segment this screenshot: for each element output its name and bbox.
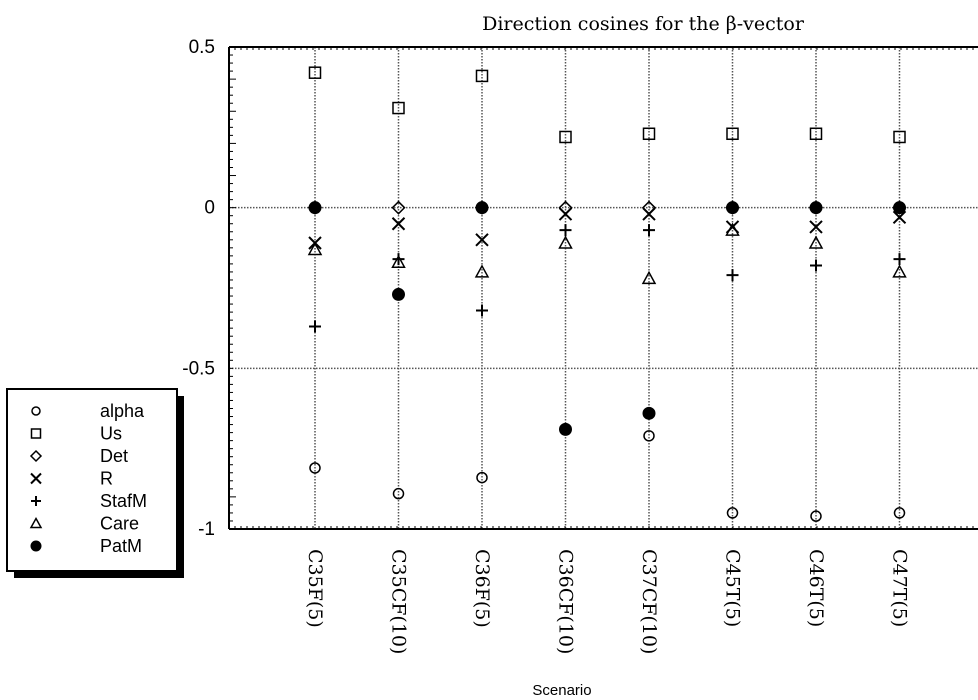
legend-label-Us: Us — [100, 424, 122, 444]
point-Care — [391, 254, 406, 269]
data-points — [307, 66, 907, 522]
legend-marker-alpha — [31, 406, 41, 416]
y-tick-labels: 0.5 0 -0.5 -1 — [182, 37, 215, 540]
legend-label-R: R — [100, 469, 113, 489]
chart-title: Direction cosines for the β-vector — [482, 13, 805, 35]
point-PatM — [893, 201, 906, 215]
y-tick-label: -0.5 — [182, 358, 215, 379]
point-Us — [475, 69, 489, 83]
point-R — [809, 220, 823, 234]
point-Us — [726, 127, 739, 141]
x-tick-label: C35F(5) — [304, 549, 326, 628]
x-tick-labels: C35F(5) C35CF(10) C36F(5) C36CF(10) C37CF(10… — [304, 549, 911, 654]
x-tick-label: C37CF(10) — [638, 549, 660, 654]
point-Us — [392, 101, 405, 115]
point-Us — [809, 127, 823, 141]
legend-label-alpha: alpha — [100, 401, 145, 421]
point-PatM — [642, 406, 656, 420]
x-tick-label: C35CF(10) — [388, 549, 410, 654]
point-StafM — [559, 224, 572, 237]
point-alpha — [476, 471, 488, 484]
point-Det — [391, 200, 406, 215]
point-PatM — [475, 201, 489, 215]
legend-marker-Care — [29, 516, 43, 529]
point-StafM — [726, 269, 739, 282]
legend-label-Det: Det — [100, 446, 128, 466]
point-R — [475, 233, 489, 247]
y-tick-label: 0 — [204, 198, 215, 219]
y-tick-label: -1 — [198, 519, 215, 540]
point-StafM — [643, 224, 655, 237]
point-Us — [559, 130, 572, 144]
point-R — [642, 207, 656, 221]
x-tick-label: C47T(5) — [889, 549, 911, 627]
point-PatM — [308, 201, 322, 215]
point-StafM — [810, 259, 822, 272]
grid — [229, 47, 978, 529]
legend-marker-PatM — [30, 540, 42, 552]
legend-label-StafM: StafM — [100, 491, 147, 511]
x-tick-label: C45T(5) — [722, 549, 744, 627]
point-alpha — [893, 507, 906, 519]
axes — [228, 46, 978, 530]
x-tick-label: C36CF(10) — [555, 549, 577, 654]
legend-label-Care: Care — [100, 514, 139, 534]
point-PatM — [809, 201, 823, 215]
point-R — [391, 217, 406, 231]
legend-marker-StafM — [31, 496, 41, 506]
point-alpha — [810, 510, 822, 522]
point-Care — [808, 235, 824, 249]
point-Care — [892, 264, 907, 278]
point-Care — [558, 235, 573, 249]
point-Us — [893, 130, 906, 144]
point-StafM — [476, 304, 488, 317]
point-Care — [641, 270, 657, 285]
x-axis-label: Scenario — [532, 682, 591, 699]
point-alpha — [309, 462, 321, 474]
point-R — [892, 210, 907, 225]
x-tick-label: C46T(5) — [805, 549, 827, 627]
point-alpha — [643, 430, 655, 442]
x-tick-label: C36F(5) — [471, 549, 493, 628]
point-PatM — [726, 201, 739, 215]
point-alpha — [392, 487, 405, 500]
point-R — [558, 207, 573, 221]
point-PatM — [559, 422, 572, 436]
point-Care — [307, 241, 323, 256]
point-Care — [474, 264, 490, 278]
point-StafM — [893, 253, 906, 266]
point-Us — [308, 66, 322, 79]
legend-marker-Det — [29, 449, 43, 463]
point-StafM — [309, 320, 321, 333]
point-Care — [725, 222, 740, 236]
point-alpha — [726, 507, 739, 519]
point-PatM — [392, 287, 405, 301]
legend-label-PatM: PatM — [100, 536, 142, 556]
point-Us — [642, 127, 656, 141]
legend-marker-R — [30, 472, 42, 485]
legend-marker-Us — [30, 428, 42, 439]
y-tick-label: 0.5 — [189, 37, 215, 58]
